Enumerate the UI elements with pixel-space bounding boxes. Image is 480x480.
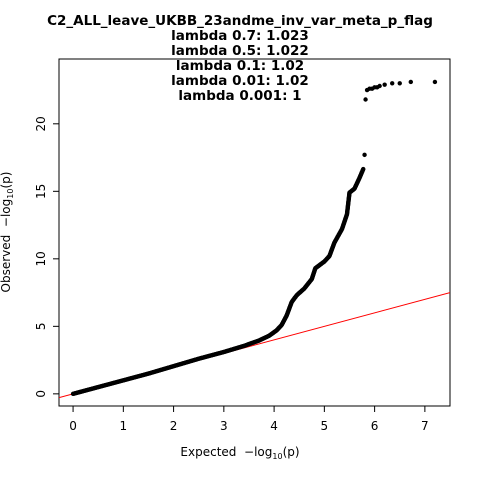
- chart-title: C2_ALL_leave_UKBB_23andme_inv_var_meta_p…: [0, 14, 480, 104]
- x-tick-label: 6: [371, 419, 379, 433]
- y-tick-label: 0: [34, 390, 48, 398]
- data-point: [432, 79, 438, 85]
- x-axis-title: Expected −log10(p): [0, 445, 480, 461]
- y-axis-title-p: (p): [0, 171, 13, 189]
- data-point: [362, 152, 367, 158]
- lambda-0.5-label: lambda 0.5: 1.022: [171, 43, 309, 59]
- x-axis-title-minus-log: −log: [244, 445, 273, 459]
- x-axis-title-sub: 10: [272, 452, 283, 461]
- lambda-0.01-label: lambda 0.01: 1.02: [171, 73, 309, 89]
- x-tick-label: 3: [220, 419, 228, 433]
- y-axis: 0 5 10 15 20: [34, 116, 60, 398]
- x-tick-label: 7: [421, 419, 429, 433]
- y-tick-label: 5: [34, 323, 48, 331]
- data-point: [361, 166, 366, 172]
- data-point: [397, 81, 402, 86]
- y-tick-label: 15: [34, 184, 48, 199]
- data-point: [408, 79, 413, 85]
- chart-title-line: C2_ALL_leave_UKBB_23andme_inv_var_meta_p…: [47, 13, 433, 29]
- data-point: [390, 81, 395, 86]
- y-axis-title-minus-log: −log: [0, 198, 13, 228]
- y-tick-label: 10: [34, 251, 48, 266]
- plot-area: [58, 58, 451, 407]
- x-axis-title-main: Expected: [180, 445, 237, 459]
- x-axis: 0 1 2 3 4 5 6 7: [69, 405, 429, 433]
- y-axis-title-main: Observed: [0, 234, 13, 293]
- x-tick-label: 0: [69, 419, 77, 433]
- data-point: [377, 83, 382, 89]
- y-tick-label: 20: [34, 116, 48, 131]
- x-axis-title-p: (p): [282, 445, 300, 459]
- y-axis-title-sub: 10: [6, 188, 15, 199]
- lambda-0.7-label: lambda 0.7: 1.023: [171, 28, 309, 44]
- x-tick-label: 5: [321, 419, 329, 433]
- x-tick-label: 4: [270, 419, 278, 433]
- data-point: [363, 97, 368, 102]
- data-points: [70, 79, 438, 397]
- lambda-0.1-label: lambda 0.1: 1.02: [175, 58, 305, 74]
- lambda-0.001-label: lambda 0.001: 1: [178, 88, 302, 104]
- data-point: [382, 82, 387, 87]
- x-tick-label: 2: [170, 419, 178, 433]
- x-tick-label: 1: [120, 419, 128, 433]
